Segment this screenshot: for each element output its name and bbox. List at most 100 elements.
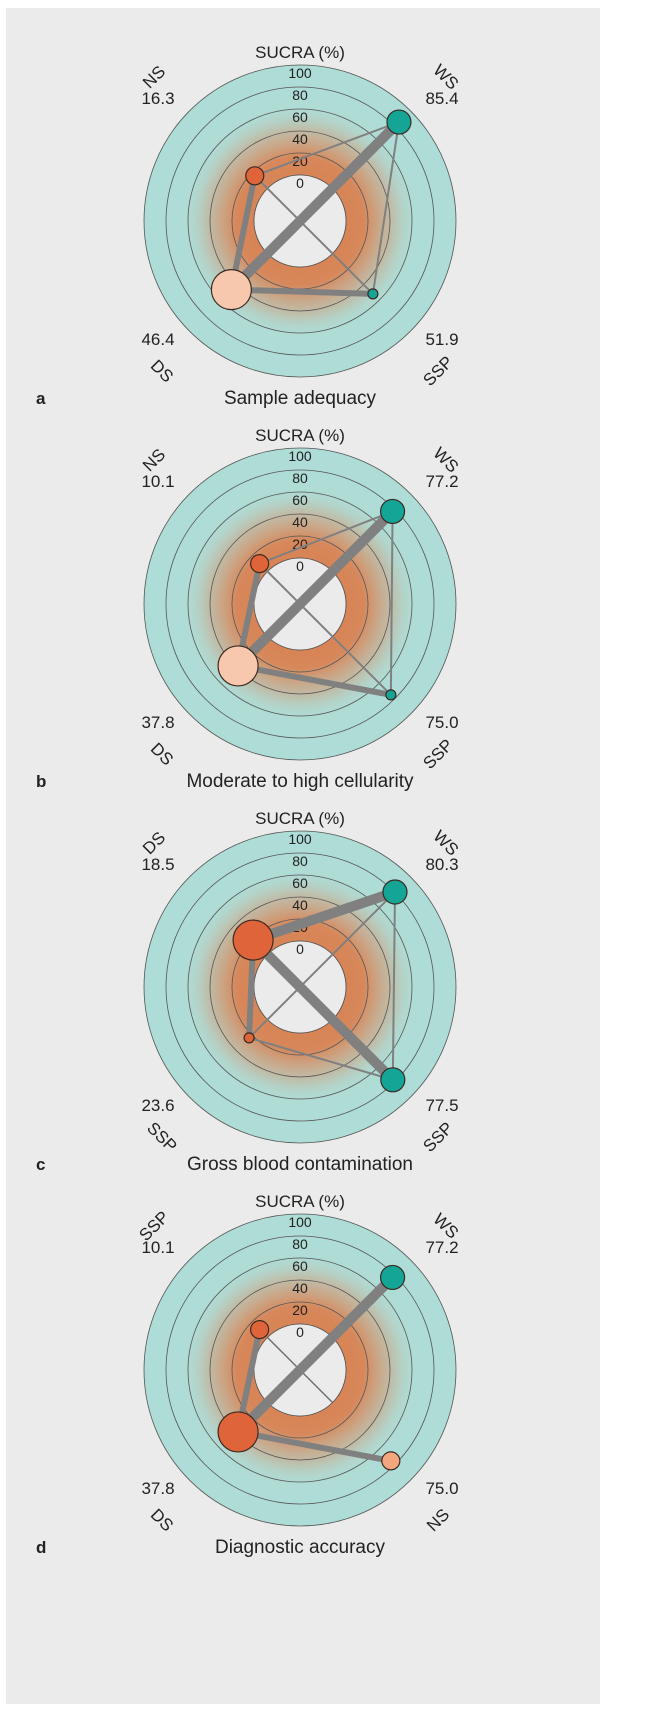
axis-title: SUCRA (%) — [255, 43, 345, 62]
radar-ring — [187, 874, 413, 1100]
panel-letter: d — [36, 1538, 46, 1557]
radar-ring — [165, 1235, 435, 1505]
network-edge — [391, 891, 396, 1081]
tick-label: 40 — [292, 1280, 308, 1296]
tick-label: 80 — [292, 87, 308, 103]
tick-label: 80 — [292, 1236, 308, 1252]
panel-letter: a — [36, 389, 46, 408]
tick-label: 0 — [296, 175, 304, 191]
tick-label: 80 — [292, 470, 308, 486]
treatment-label: DS — [147, 739, 177, 769]
node-ssp — [243, 1032, 255, 1044]
node-ssp — [385, 689, 397, 701]
sucra-value: 77.2 — [425, 472, 458, 491]
sucra-value: 10.1 — [141, 1238, 174, 1257]
radar-ring — [187, 491, 413, 717]
network-edge — [248, 887, 400, 946]
node-ws — [379, 1264, 406, 1291]
radar-ring — [143, 64, 457, 378]
radar-ring — [209, 513, 391, 695]
node-ds — [210, 269, 252, 311]
panel-title: Sample adequacy — [224, 388, 377, 409]
node-ssp — [380, 1067, 406, 1093]
panel-title: Diagnostic accuracy — [215, 1537, 386, 1558]
node-ws — [379, 498, 406, 525]
tick-label: 80 — [292, 853, 308, 869]
network-edge — [389, 510, 394, 696]
sucra-value: 77.5 — [425, 1096, 458, 1115]
sucra-value: 75.0 — [425, 713, 458, 732]
tick-label: 20 — [292, 1302, 308, 1318]
radar-ring — [209, 896, 391, 1078]
network-edge — [248, 1036, 394, 1081]
node-ws — [386, 109, 412, 135]
axis-title: SUCRA (%) — [255, 1192, 345, 1211]
network-edge — [235, 662, 394, 698]
treatment-label: DS — [139, 828, 169, 858]
treatment-label: SSP — [419, 352, 456, 389]
tick-label: 40 — [292, 131, 308, 147]
treatment-label: SSP — [419, 1118, 456, 1155]
sucra-value: 37.8 — [141, 713, 174, 732]
node-ds — [217, 645, 259, 687]
sucra-value: 75.0 — [425, 1479, 458, 1498]
node-ns — [381, 1451, 401, 1471]
treatment-label: NS — [423, 1505, 453, 1535]
radar-ring — [187, 1257, 413, 1483]
radar-ring — [209, 1279, 391, 1461]
panel-letter: b — [36, 772, 46, 791]
radar-ring — [143, 1213, 457, 1527]
sucra-value: 10.1 — [141, 472, 174, 491]
tick-label: 60 — [292, 492, 308, 508]
axis-title: SUCRA (%) — [255, 809, 345, 828]
panel-title: Moderate to high cellularity — [186, 771, 414, 792]
radar-ring — [209, 130, 391, 312]
treatment-label: DS — [147, 356, 177, 386]
treatment-label: DS — [147, 1505, 177, 1535]
node-ssp — [367, 288, 379, 300]
network-edge — [248, 891, 396, 1039]
network-edge — [228, 286, 376, 297]
tick-label: 60 — [292, 875, 308, 891]
tick-label: 100 — [288, 448, 312, 464]
network-edge — [371, 121, 400, 295]
treatment-label: SSP — [143, 1118, 180, 1155]
radar-ring — [143, 830, 457, 1144]
radar-ring — [165, 852, 435, 1122]
radar-ring — [165, 469, 435, 739]
node-ns — [250, 554, 270, 574]
node-ds — [217, 1411, 259, 1453]
axis-title: SUCRA (%) — [255, 426, 345, 445]
network-edge — [253, 121, 400, 177]
network-edge — [233, 506, 398, 671]
node-ds — [232, 919, 274, 961]
network-edge — [258, 510, 394, 565]
network-edge — [233, 1272, 398, 1437]
radar-ring — [187, 108, 413, 334]
sucra-value: 85.4 — [425, 89, 458, 108]
tick-label: 40 — [292, 514, 308, 530]
tick-label: 100 — [288, 831, 312, 847]
tick-label: 100 — [288, 65, 312, 81]
tick-label: 0 — [296, 558, 304, 574]
tick-label: 60 — [292, 1258, 308, 1274]
radar-ring — [143, 447, 457, 761]
radar-ring — [231, 535, 369, 673]
sucra-value: 16.3 — [141, 89, 174, 108]
tick-label: 40 — [292, 897, 308, 913]
node-ssp — [250, 1320, 270, 1340]
tick-label: 60 — [292, 109, 308, 125]
tick-label: 0 — [296, 941, 304, 957]
treatment-label: NS — [139, 445, 169, 475]
network-edge — [253, 174, 374, 295]
network-edge — [226, 117, 404, 295]
sucra-value: 18.5 — [141, 855, 174, 874]
treatment-label: NS — [139, 62, 169, 92]
sucra-value: 23.6 — [141, 1096, 174, 1115]
sucra-value: 51.9 — [425, 330, 458, 349]
node-ws — [382, 879, 408, 905]
tick-label: 20 — [292, 536, 308, 552]
